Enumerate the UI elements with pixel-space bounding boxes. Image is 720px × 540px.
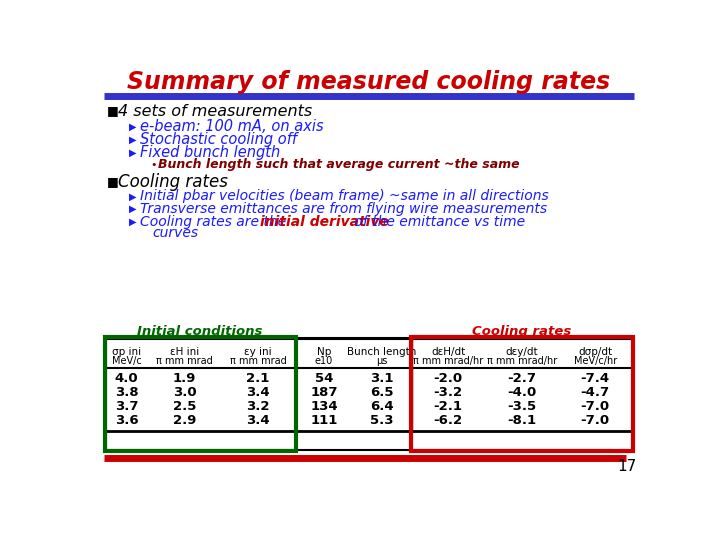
Text: ▶: ▶ — [129, 217, 136, 227]
Text: 3.8: 3.8 — [114, 386, 138, 399]
Text: Fixed bunch length: Fixed bunch length — [140, 145, 280, 160]
Text: π mm mrad/hr: π mm mrad/hr — [413, 356, 483, 366]
Text: MeV/c: MeV/c — [112, 356, 141, 366]
Text: 54: 54 — [315, 373, 333, 386]
Text: e10: e10 — [315, 356, 333, 366]
Text: 134: 134 — [310, 400, 338, 413]
Text: π mm mrad: π mm mrad — [230, 356, 287, 366]
Text: -7.0: -7.0 — [581, 414, 610, 427]
Text: initial derivative: initial derivative — [261, 215, 390, 229]
Text: 17: 17 — [617, 459, 636, 474]
Text: e-beam: 100 mA, on axis: e-beam: 100 mA, on axis — [140, 119, 323, 134]
Text: ■: ■ — [107, 176, 119, 188]
Text: Bunch length: Bunch length — [348, 347, 417, 357]
Text: curves: curves — [152, 226, 198, 240]
Bar — [411, 338, 634, 450]
Text: 3.7: 3.7 — [114, 400, 138, 413]
Text: 2.5: 2.5 — [173, 400, 197, 413]
Text: 4 sets of measurements: 4 sets of measurements — [118, 104, 312, 118]
Text: dεH/dt: dεH/dt — [431, 347, 465, 357]
Text: 6.5: 6.5 — [370, 386, 394, 399]
Text: ▶: ▶ — [129, 204, 136, 214]
Text: ■: ■ — [107, 105, 119, 118]
Text: Cooling rates: Cooling rates — [472, 326, 571, 339]
Text: -7.4: -7.4 — [581, 373, 610, 386]
Text: -4.7: -4.7 — [581, 386, 610, 399]
Text: -8.1: -8.1 — [507, 414, 536, 427]
Text: -3.2: -3.2 — [433, 386, 463, 399]
Text: -4.0: -4.0 — [507, 386, 536, 399]
Text: εH ini: εH ini — [170, 347, 199, 357]
Text: Initial conditions: Initial conditions — [138, 326, 263, 339]
Text: 3.4: 3.4 — [246, 386, 270, 399]
Text: 111: 111 — [310, 414, 338, 427]
Bar — [104, 338, 296, 450]
Text: π mm mrad: π mm mrad — [156, 356, 213, 366]
Text: 1.9: 1.9 — [173, 373, 197, 386]
Text: 2.1: 2.1 — [246, 373, 270, 386]
Text: -2.7: -2.7 — [507, 373, 536, 386]
Text: 3.1: 3.1 — [370, 373, 394, 386]
Text: •: • — [150, 160, 157, 170]
Text: -2.0: -2.0 — [433, 373, 463, 386]
Text: 3.4: 3.4 — [246, 414, 270, 427]
Text: Transverse emittances are from flying wire measurements: Transverse emittances are from flying wi… — [140, 202, 546, 216]
Text: ▶: ▶ — [129, 147, 136, 158]
Text: dσp/dt: dσp/dt — [578, 347, 613, 357]
Text: ▶: ▶ — [129, 134, 136, 145]
Text: -7.0: -7.0 — [581, 400, 610, 413]
Text: 5.3: 5.3 — [370, 414, 394, 427]
Text: π mm mrad/hr: π mm mrad/hr — [487, 356, 557, 366]
Text: 6.4: 6.4 — [370, 400, 394, 413]
Text: 187: 187 — [310, 386, 338, 399]
Text: μs: μs — [377, 356, 388, 366]
Text: ▶: ▶ — [129, 192, 136, 201]
Text: ▶: ▶ — [129, 122, 136, 131]
Text: 3.2: 3.2 — [246, 400, 270, 413]
Text: σp ini: σp ini — [112, 347, 141, 357]
Text: dεy/dt: dεy/dt — [505, 347, 538, 357]
Text: of the emittance vs time: of the emittance vs time — [351, 215, 526, 229]
Text: Bunch length such that average current ~the same: Bunch length such that average current ~… — [158, 158, 520, 171]
Text: -2.1: -2.1 — [433, 400, 462, 413]
Text: -3.5: -3.5 — [507, 400, 536, 413]
Text: Stochastic cooling off: Stochastic cooling off — [140, 132, 297, 147]
Text: 4.0: 4.0 — [114, 373, 138, 386]
Text: MeV/c/hr: MeV/c/hr — [574, 356, 617, 366]
Text: -6.2: -6.2 — [433, 414, 463, 427]
Text: Summary of measured cooling rates: Summary of measured cooling rates — [127, 70, 611, 94]
Text: εy ini: εy ini — [244, 347, 272, 357]
Text: 3.0: 3.0 — [173, 386, 197, 399]
Text: 3.6: 3.6 — [114, 414, 138, 427]
Text: Np: Np — [317, 347, 331, 357]
Bar — [106, 338, 632, 450]
Text: Cooling rates are the: Cooling rates are the — [140, 215, 290, 229]
Text: 2.9: 2.9 — [173, 414, 197, 427]
Text: Cooling rates: Cooling rates — [118, 173, 228, 191]
Text: Initial pbar velocities (beam frame) ~same in all directions: Initial pbar velocities (beam frame) ~sa… — [140, 190, 549, 204]
